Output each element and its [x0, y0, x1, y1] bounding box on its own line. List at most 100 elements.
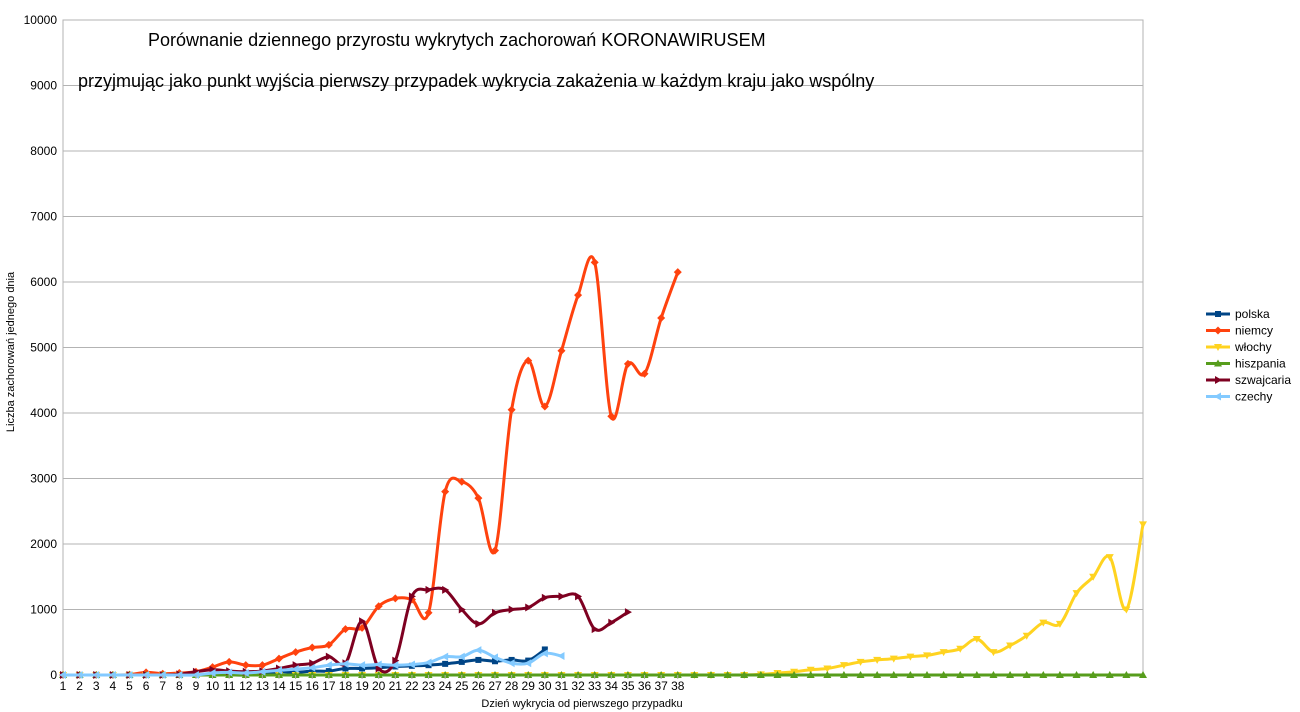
data-point — [972, 671, 981, 678]
data-point — [291, 671, 300, 678]
legend-label: niemcy — [1235, 324, 1273, 338]
data-point — [806, 666, 815, 674]
data-point — [524, 659, 532, 668]
data-point — [1139, 671, 1147, 678]
data-point — [457, 671, 466, 678]
x-tick-label: 9 — [193, 679, 200, 693]
data-point — [906, 653, 915, 661]
x-tick-label: 28 — [505, 679, 519, 693]
data-point — [324, 671, 333, 678]
data-point — [540, 671, 549, 678]
data-point — [507, 659, 515, 668]
data-point — [623, 671, 632, 678]
data-point — [575, 592, 583, 601]
x-tick-label: 14 — [272, 679, 286, 693]
data-point — [442, 585, 450, 594]
data-point — [856, 671, 865, 678]
x-tick-label: 20 — [372, 679, 386, 693]
y-tick-label: 3000 — [30, 472, 57, 486]
x-tick-label: 33 — [588, 679, 602, 693]
data-point — [341, 671, 350, 678]
data-point — [574, 671, 583, 678]
data-point — [425, 585, 433, 594]
legend-item: hiszpania — [1206, 357, 1286, 371]
data-point — [673, 671, 682, 678]
y-tick-label: 8000 — [30, 144, 57, 158]
x-tick-label: 18 — [339, 679, 353, 693]
data-point — [1122, 606, 1131, 614]
x-tick-label: 37 — [654, 679, 668, 693]
data-point — [823, 665, 832, 673]
data-point — [839, 671, 848, 678]
data-point — [508, 605, 516, 614]
x-tick-label: 17 — [322, 679, 336, 693]
x-tick-label: 36 — [638, 679, 652, 693]
x-tick-label: 34 — [605, 679, 619, 693]
x-tick-label: 6 — [143, 679, 150, 693]
data-point — [690, 671, 699, 678]
data-point — [790, 671, 799, 678]
x-tick-label: 8 — [176, 679, 183, 693]
legend-item: polska — [1206, 307, 1270, 321]
data-point — [492, 658, 498, 665]
data-point — [524, 356, 533, 365]
data-point — [325, 652, 333, 661]
data-point — [391, 671, 400, 678]
legend-marker — [1214, 359, 1222, 367]
data-point — [342, 665, 349, 672]
x-tick-label: 25 — [455, 679, 469, 693]
data-point — [657, 671, 666, 678]
data-point — [839, 662, 848, 670]
data-point — [657, 314, 666, 323]
data-point — [441, 671, 450, 678]
data-point — [525, 603, 533, 612]
data-point — [407, 660, 415, 669]
data-point — [873, 656, 882, 664]
legend-item: włochy — [1206, 340, 1272, 354]
data-point — [1089, 671, 1098, 678]
x-tick-label: 16 — [306, 679, 320, 693]
data-point — [640, 671, 649, 678]
x-tick-label: 31 — [555, 679, 569, 693]
x-tick-label: 38 — [671, 679, 685, 693]
x-tick-label: 29 — [522, 679, 536, 693]
x-tick-label: 22 — [405, 679, 419, 693]
y-tick-label: 9000 — [30, 79, 57, 93]
data-point — [324, 661, 332, 670]
data-point — [590, 671, 599, 678]
data-point — [856, 658, 865, 666]
y-axis-ticks: 0 1000 2000 3000 4000 5000 6000 7000 8000 9000 100… — [24, 13, 58, 682]
data-point — [823, 671, 832, 678]
data-point — [1055, 671, 1064, 678]
data-point — [1122, 671, 1131, 678]
data-point — [673, 268, 682, 277]
data-point — [989, 671, 998, 678]
data-point — [442, 660, 449, 667]
x-tick-label: 7 — [159, 679, 166, 693]
data-point — [540, 649, 548, 658]
data-point — [491, 546, 499, 555]
x-tick-label: 21 — [389, 679, 403, 693]
data-point — [590, 258, 599, 267]
data-point — [441, 487, 450, 496]
data-point — [1039, 619, 1048, 627]
data-point — [358, 671, 367, 678]
data-point — [258, 667, 266, 676]
data-point — [474, 494, 483, 503]
data-point — [375, 664, 383, 673]
data-point — [1139, 521, 1147, 529]
data-point — [508, 656, 515, 663]
x-tick-label: 35 — [621, 679, 635, 693]
x-tick-label: 2 — [76, 679, 83, 693]
data-point — [923, 671, 931, 678]
data-point — [1006, 642, 1015, 650]
data-point — [541, 593, 549, 602]
data-point — [225, 668, 233, 677]
data-point — [407, 671, 416, 678]
y-tick-label: 2000 — [30, 537, 57, 551]
data-point — [292, 661, 300, 670]
data-point — [806, 671, 815, 678]
legend-marker — [1214, 326, 1222, 335]
